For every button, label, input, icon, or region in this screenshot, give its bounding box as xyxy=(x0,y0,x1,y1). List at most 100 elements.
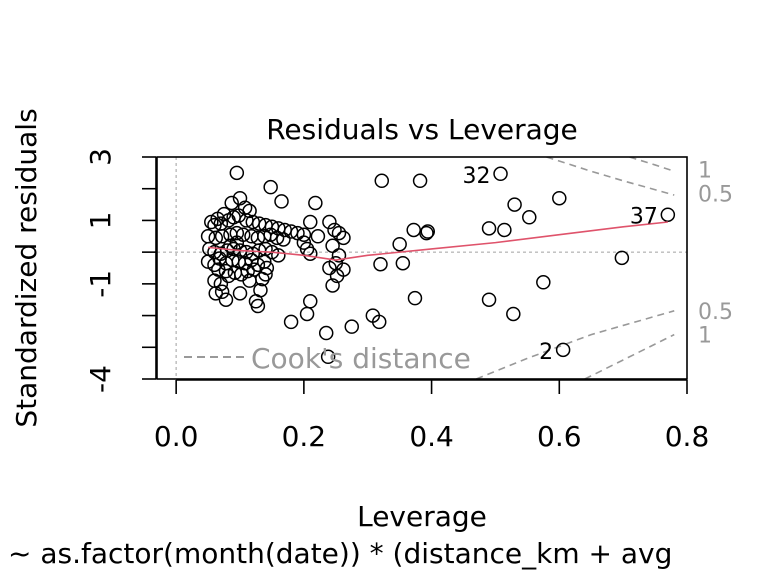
point-label-2: 2 xyxy=(539,340,553,365)
y-axis: 3 1 -1 -4 xyxy=(84,148,157,393)
y-tick-label-7: -4 xyxy=(84,365,117,393)
x-tick-label-0: 0.0 xyxy=(154,420,199,453)
cooks-contour-0 xyxy=(546,157,675,196)
data-point-96 xyxy=(329,268,345,284)
data-point-78 xyxy=(211,262,226,277)
plot-box xyxy=(156,156,688,380)
x-tick-label-3: 0.6 xyxy=(537,420,582,453)
data-point-36 xyxy=(276,232,291,247)
data-point-92 xyxy=(331,248,347,263)
data-point-94 xyxy=(322,260,337,276)
data-point-99 xyxy=(299,306,315,322)
y-tick-label-4: -1 xyxy=(84,270,117,298)
data-point-100 xyxy=(283,314,299,330)
data-point-76 xyxy=(229,235,245,250)
legend: Cook's distance xyxy=(184,342,471,375)
data-point-117 xyxy=(481,221,497,236)
data-point-89 xyxy=(331,225,347,241)
data-point-125 xyxy=(660,207,676,222)
contour-label-1: 0.5 xyxy=(698,182,733,207)
point-label-1: 37 xyxy=(630,205,658,230)
data-point-79 xyxy=(242,273,257,288)
data-point-121 xyxy=(552,190,567,206)
data-point-108 xyxy=(374,173,390,189)
data-point-61 xyxy=(208,286,223,301)
y-axis-label: Standardized residuals xyxy=(10,108,43,427)
data-point-112 xyxy=(419,225,434,241)
data-point-123 xyxy=(614,250,630,266)
contour-label-2: 0.5 xyxy=(698,300,733,325)
data-point-67 xyxy=(253,282,268,298)
data-point-122 xyxy=(536,275,551,290)
cooks-contour-3 xyxy=(584,333,675,379)
data-point-87 xyxy=(322,214,337,230)
data-point-62 xyxy=(214,284,230,300)
data-point-102 xyxy=(320,349,336,365)
cooks-contour-2 xyxy=(475,310,675,379)
data-point-106 xyxy=(373,256,388,272)
data-point-110 xyxy=(406,222,421,238)
data-point-63 xyxy=(218,292,234,307)
contour-label-0: 1 xyxy=(698,159,712,184)
data-point-86 xyxy=(303,246,318,261)
cooks-contour-1 xyxy=(629,157,675,173)
data-point-14 xyxy=(231,208,246,223)
data-point-29 xyxy=(229,225,245,241)
cooks-distance-contours xyxy=(475,157,675,379)
data-point-80 xyxy=(258,267,273,282)
chart-subtitle: ~ as.factor(month(date)) * (distance_km … xyxy=(8,537,672,570)
x-tick-label-4: 0.8 xyxy=(665,420,710,453)
data-point-90 xyxy=(336,230,351,246)
data-point-116 xyxy=(506,306,521,322)
data-point-83 xyxy=(310,229,326,244)
contour-labels: 10.50.51 xyxy=(698,159,733,349)
data-point-24 xyxy=(296,227,312,242)
data-point-103 xyxy=(344,319,360,334)
x-axis: 0.0 0.2 0.4 0.6 0.8 xyxy=(154,379,710,453)
data-point-111 xyxy=(392,236,407,252)
x-axis-label: Leverage xyxy=(357,500,487,533)
y-tick-label-2: 1 xyxy=(84,212,117,230)
reference-lines xyxy=(157,157,687,379)
data-point-0 xyxy=(229,165,245,181)
data-point-77 xyxy=(218,263,234,279)
data-point-101 xyxy=(318,325,334,341)
data-point-1 xyxy=(263,179,278,195)
data-point-64 xyxy=(232,286,248,301)
data-point-35 xyxy=(269,230,285,246)
data-point-88 xyxy=(327,222,342,238)
data-point-120 xyxy=(522,210,537,225)
data-point-97 xyxy=(325,278,340,293)
data-point-91 xyxy=(325,238,340,254)
data-point-2 xyxy=(274,194,289,209)
y-tick-label-0: 3 xyxy=(84,148,117,166)
data-point-72 xyxy=(240,263,255,279)
data-point-114 xyxy=(407,290,423,306)
point-label-0: 32 xyxy=(463,164,491,189)
smoother-curve xyxy=(208,221,668,261)
data-point-113 xyxy=(420,224,435,239)
data-point-74 xyxy=(259,260,275,276)
x-tick-label-1: 0.2 xyxy=(282,420,327,453)
data-point-115 xyxy=(481,292,497,307)
data-point-48 xyxy=(271,248,286,263)
x-tick-label-2: 0.4 xyxy=(409,420,454,453)
data-points xyxy=(200,165,676,365)
data-point-126 xyxy=(555,342,571,358)
legend-label: Cook's distance xyxy=(251,342,471,375)
data-point-26 xyxy=(208,230,223,246)
data-point-109 xyxy=(412,173,428,189)
smoother-line xyxy=(208,221,668,261)
data-point-98 xyxy=(303,294,318,309)
data-point-82 xyxy=(308,195,323,211)
point-labels: 32 37 2 xyxy=(463,164,658,365)
data-point-27 xyxy=(214,229,230,244)
data-point-124 xyxy=(493,166,508,182)
chart-title: Residuals vs Leverage xyxy=(266,113,578,146)
data-point-119 xyxy=(507,197,522,212)
data-point-9 xyxy=(204,214,219,230)
data-point-6 xyxy=(224,195,239,211)
data-point-81 xyxy=(303,214,318,230)
data-point-105 xyxy=(371,314,387,330)
